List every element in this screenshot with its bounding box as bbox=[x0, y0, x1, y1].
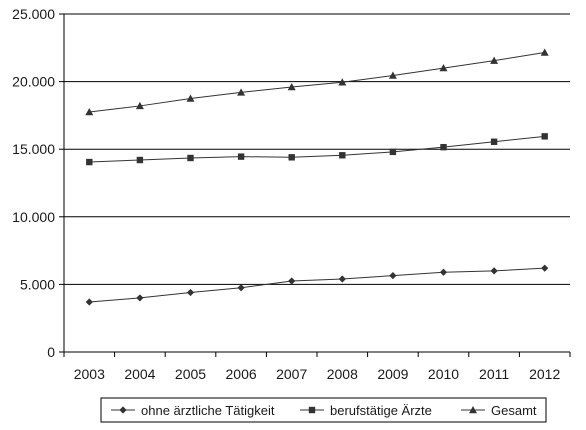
data-point bbox=[237, 284, 245, 292]
x-tick-label: 2012 bbox=[529, 366, 560, 382]
legend-entry-2: berufstätige Ärzte bbox=[300, 403, 432, 418]
data-point bbox=[541, 133, 548, 140]
data-point bbox=[288, 277, 296, 285]
x-tick-label: 2009 bbox=[377, 366, 408, 382]
y-tick-label: 0 bbox=[47, 344, 55, 360]
y-tick-label: 20.000 bbox=[12, 74, 55, 90]
data-point bbox=[339, 152, 346, 159]
data-point bbox=[136, 156, 144, 164]
legend-entry-3: Gesamt bbox=[461, 403, 537, 418]
data-point bbox=[287, 83, 296, 91]
legend-entry-1: ohne ärztliche Tätigkeit bbox=[111, 403, 275, 418]
data-point bbox=[85, 108, 94, 116]
axes: 0 5.000 10.000 15.000 20.000 25.000 2003 2004 20… bbox=[12, 6, 571, 382]
y-tick-label: 15.000 bbox=[12, 141, 55, 157]
y-tick-label: 10.000 bbox=[12, 209, 55, 225]
x-tick-label: 2010 bbox=[428, 366, 459, 382]
x-tick-label: 2006 bbox=[226, 366, 257, 382]
data-point bbox=[86, 158, 93, 166]
series-2 bbox=[86, 133, 548, 166]
series-3 bbox=[85, 48, 549, 116]
y-tick-label: 5.000 bbox=[20, 276, 55, 292]
legend-label: berufstätige Ärzte bbox=[330, 403, 432, 418]
gridlines bbox=[64, 13, 570, 285]
x-tick-label: 2007 bbox=[276, 366, 307, 382]
data-point bbox=[186, 288, 195, 297]
data-point bbox=[338, 275, 346, 283]
data-point bbox=[187, 154, 194, 162]
data-point bbox=[288, 154, 295, 161]
legend: ohne ärztliche Tätigkeit berufstätige Ärz… bbox=[100, 397, 547, 423]
data-point bbox=[440, 143, 447, 151]
data-point bbox=[136, 294, 144, 302]
legend-marker bbox=[119, 406, 127, 414]
data-point bbox=[338, 78, 347, 86]
data-point bbox=[490, 267, 498, 275]
legend-label: ohne ärztliche Tätigkeit bbox=[141, 403, 275, 418]
series-line bbox=[89, 52, 545, 113]
data-point bbox=[186, 94, 195, 102]
data-point bbox=[541, 264, 549, 272]
data-point bbox=[490, 56, 499, 64]
x-tick-label: 2011 bbox=[479, 366, 509, 382]
data-point bbox=[490, 138, 498, 145]
data-point bbox=[135, 101, 144, 110]
series-1 bbox=[85, 264, 549, 306]
data-point bbox=[389, 272, 397, 280]
data-point bbox=[540, 48, 549, 56]
series-layer bbox=[85, 48, 549, 306]
series-line bbox=[89, 135, 545, 163]
series-line bbox=[89, 267, 545, 303]
x-tick-label: 2008 bbox=[327, 366, 358, 382]
legend-label: Gesamt bbox=[491, 403, 537, 418]
x-tick-label: 2004 bbox=[124, 366, 155, 382]
x-tick-label: 2005 bbox=[175, 366, 206, 382]
data-point bbox=[439, 64, 448, 72]
legend-marker bbox=[308, 406, 316, 414]
data-point bbox=[85, 298, 93, 306]
data-point bbox=[388, 71, 397, 79]
y-tick-label: 25.000 bbox=[12, 6, 55, 22]
data-point bbox=[439, 268, 448, 276]
data-point bbox=[389, 148, 397, 156]
x-tick-label: 2003 bbox=[74, 366, 105, 382]
data-point bbox=[237, 153, 245, 160]
data-point bbox=[237, 88, 246, 96]
legend-marker bbox=[469, 406, 477, 414]
